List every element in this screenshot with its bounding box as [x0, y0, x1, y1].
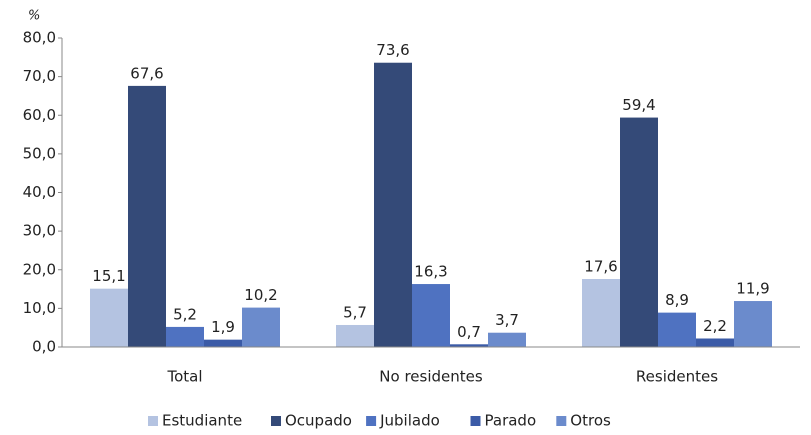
bar [658, 312, 696, 347]
value-label: 8,9 [665, 291, 689, 309]
bar [582, 279, 620, 347]
y-tick-label: 70,0 [23, 67, 56, 85]
bar [374, 62, 412, 347]
bar [696, 338, 734, 347]
y-unit: % [28, 9, 40, 24]
bar [450, 344, 488, 347]
value-label: 10,2 [244, 286, 277, 304]
value-label: 17,6 [584, 258, 617, 276]
y-tick-label: 0,0 [32, 338, 56, 356]
bar [204, 339, 242, 347]
bar [90, 288, 128, 347]
legend-swatch [366, 416, 377, 426]
y-tick-label: 10,0 [23, 299, 56, 317]
legend-label: Estudiante [162, 412, 242, 430]
x-tick-label: Residentes [636, 368, 718, 386]
value-label: 5,2 [173, 305, 197, 323]
legend-label: Parado [485, 412, 537, 430]
value-label: 73,6 [376, 41, 409, 59]
legend-swatch [470, 416, 481, 426]
legend-label: Otros [570, 412, 611, 430]
value-label: 15,1 [92, 267, 125, 285]
bar [336, 324, 374, 347]
value-label: 3,7 [495, 311, 519, 329]
value-label: 1,9 [211, 318, 235, 336]
legend-label: Jubilado [379, 412, 440, 430]
bar [128, 85, 166, 348]
value-label: 59,4 [622, 96, 655, 114]
legend-swatch [556, 416, 567, 426]
bar [166, 326, 204, 347]
bar [488, 332, 526, 347]
y-tick-label: 40,0 [23, 183, 56, 201]
value-label: 2,2 [703, 317, 727, 335]
x-tick-label: Total [166, 368, 202, 386]
y-tick-label: 30,0 [23, 222, 56, 240]
value-label: 16,3 [414, 263, 447, 281]
y-tick-label: 60,0 [23, 106, 56, 124]
bar [242, 307, 280, 347]
y-tick-label: 50,0 [23, 144, 56, 162]
x-tick-label: No residentes [379, 368, 483, 386]
legend-label: Ocupado [285, 412, 352, 430]
value-label: 11,9 [736, 280, 769, 298]
bar [412, 284, 450, 347]
value-label: 67,6 [130, 64, 163, 82]
y-tick-label: 20,0 [23, 260, 56, 278]
legend-swatch [271, 416, 281, 426]
value-label: 0,7 [457, 323, 481, 341]
y-tick-label: 80,0 [23, 29, 56, 47]
value-label: 5,7 [343, 303, 367, 321]
legend-swatch [148, 416, 158, 426]
bar [620, 117, 658, 347]
bar [734, 301, 772, 347]
